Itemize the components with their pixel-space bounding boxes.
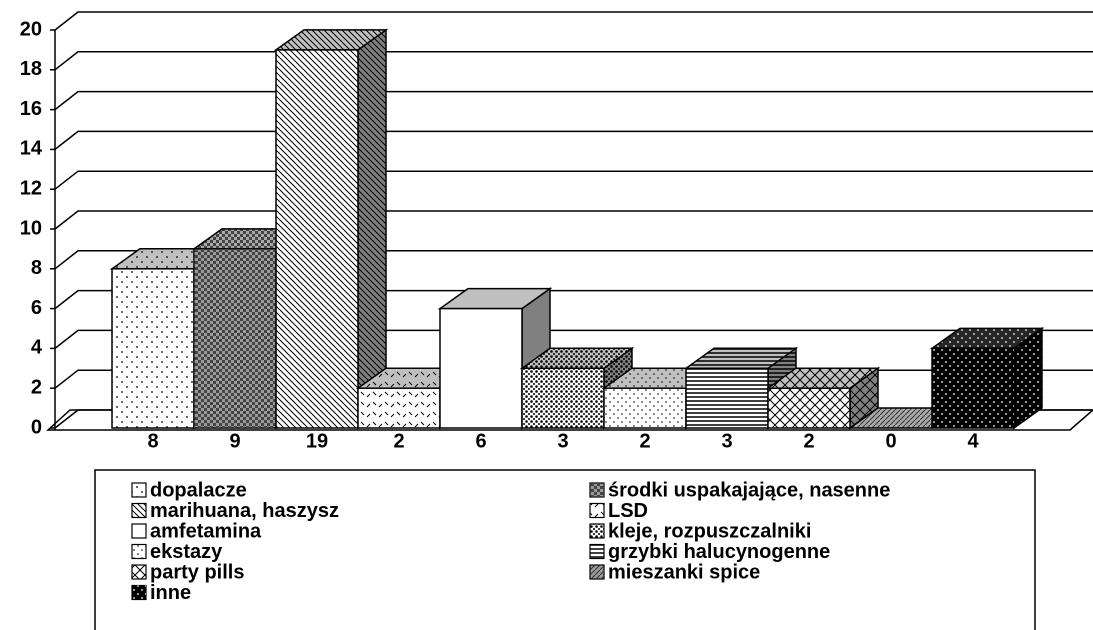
legend-swatch-pattern bbox=[132, 503, 146, 518]
data-label: 8 bbox=[147, 430, 158, 452]
y-tick-label: 0 bbox=[31, 416, 42, 438]
grid-line bbox=[54, 329, 1093, 349]
y-tick-label: 8 bbox=[31, 257, 42, 279]
legend-box bbox=[94, 469, 1036, 630]
bar-pattern bbox=[358, 388, 440, 428]
grid-line bbox=[54, 90, 1093, 111]
legend-swatch-pattern bbox=[132, 565, 146, 579]
y-tick-label: 6 bbox=[31, 297, 42, 319]
bar-pattern bbox=[276, 49, 358, 429]
data-label: 19 bbox=[306, 430, 328, 452]
legend-label: grzybki halucynogenne bbox=[608, 541, 830, 563]
data-label: 3 bbox=[721, 430, 732, 452]
legend-swatch-pattern bbox=[590, 524, 604, 538]
grid-line bbox=[54, 250, 1093, 270]
legend-swatch-pattern bbox=[590, 503, 604, 518]
legend-swatch-pattern bbox=[590, 565, 604, 579]
data-label: 2 bbox=[803, 430, 814, 452]
grid-line bbox=[54, 11, 1093, 31]
legend-label: marihuana, haszysz bbox=[150, 500, 339, 522]
legend-swatch-pattern bbox=[590, 483, 604, 497]
legend-label: LSD bbox=[608, 500, 648, 522]
legend-swatch-pattern bbox=[132, 524, 146, 538]
legend-label: inne bbox=[150, 582, 191, 604]
grid-line bbox=[54, 210, 1093, 230]
grid-line bbox=[54, 51, 1093, 71]
data-label: 3 bbox=[557, 430, 568, 452]
bar-pattern bbox=[440, 308, 522, 428]
bar-pattern bbox=[112, 268, 194, 428]
y-tick-label: 12 bbox=[20, 177, 42, 199]
data-label: 4 bbox=[967, 430, 979, 452]
bar-pattern bbox=[686, 368, 768, 428]
bar-pattern bbox=[194, 248, 276, 428]
legend-label: amfetamina bbox=[150, 520, 262, 542]
legend-swatch-pattern bbox=[132, 585, 146, 600]
legend-swatch-pattern bbox=[132, 544, 146, 559]
legend-label: środki uspakajające, nasenne bbox=[608, 479, 890, 501]
bar-pattern bbox=[768, 388, 850, 428]
y-tick-label: 16 bbox=[20, 98, 42, 120]
legend-label: dopalacze bbox=[150, 479, 247, 501]
data-label: 2 bbox=[393, 430, 404, 452]
y-tick-label: 4 bbox=[31, 337, 43, 359]
data-label: 0 bbox=[885, 430, 896, 452]
data-label: 9 bbox=[229, 430, 240, 452]
data-label: 2 bbox=[639, 430, 650, 452]
y-tick-label: 2 bbox=[31, 376, 42, 398]
data-label: 6 bbox=[475, 430, 486, 452]
legend-label: party pills bbox=[150, 561, 244, 583]
y-tick-label: 14 bbox=[20, 138, 43, 160]
grid-line bbox=[54, 170, 1093, 190]
bar-pattern bbox=[604, 388, 686, 428]
legend-label: kleje, rozpuszczalniki bbox=[608, 520, 811, 542]
y-tick-label: 18 bbox=[20, 58, 42, 80]
y-tick-label: 10 bbox=[20, 217, 42, 239]
legend-swatch-pattern bbox=[590, 544, 604, 559]
legend-label: ekstazy bbox=[150, 541, 223, 563]
y-tick-label: 20 bbox=[20, 18, 42, 40]
grid-line bbox=[54, 289, 1093, 310]
bar-pattern bbox=[932, 348, 1014, 428]
legend-swatch-pattern bbox=[132, 483, 146, 497]
grid-line bbox=[54, 130, 1093, 150]
bar-side-pattern bbox=[357, 28, 387, 430]
bar-pattern bbox=[522, 368, 604, 428]
legend-label: mieszanki spice bbox=[608, 561, 760, 583]
